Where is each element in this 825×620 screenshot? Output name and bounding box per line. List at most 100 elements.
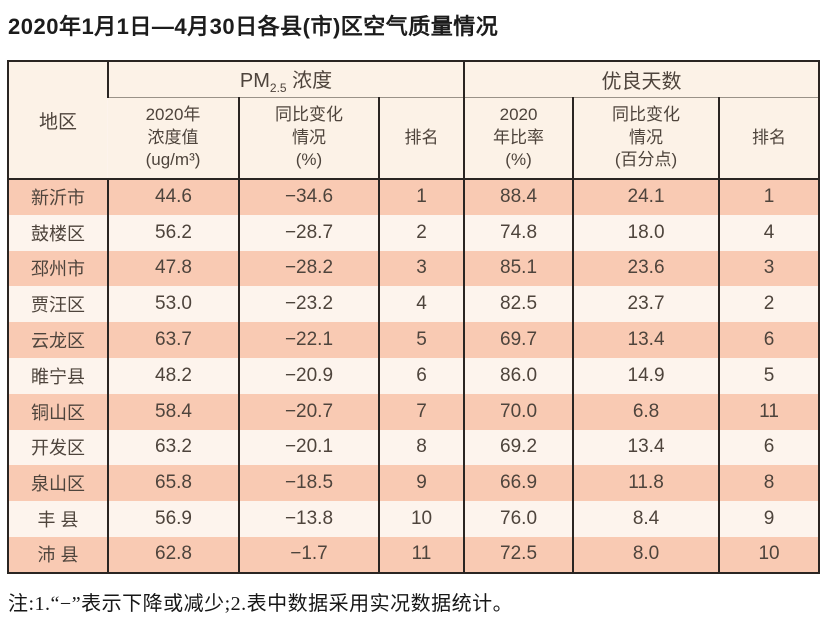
- cell-pm-change: −22.1: [238, 322, 379, 358]
- column-group-good-days: 优良天数: [463, 61, 820, 98]
- cell-pm-change: −34.6: [238, 179, 379, 215]
- cell-pm-rank: 11: [377, 536, 465, 573]
- cell-days-rate: 82.5: [463, 286, 574, 323]
- column-header-days-rate: 2020 年比率 (%): [463, 97, 574, 180]
- cell-days-rate: 72.5: [463, 536, 574, 573]
- cell-pm-change: −20.7: [238, 393, 379, 430]
- cell-days-change: 18.0: [572, 214, 720, 251]
- cell-days-rank: 6: [718, 429, 820, 466]
- cell-pm-rank: 3: [377, 250, 465, 287]
- cell-pm-change: −1.7: [238, 536, 379, 573]
- table-row: 睢宁县 48.2 −20.9 6 86.0 14.9 5: [8, 357, 820, 394]
- table-row: 新沂市 44.6 −34.6 1 88.4 24.1 1: [8, 179, 820, 215]
- cell-days-rate: 76.0: [463, 501, 574, 537]
- cell-pm-value: 56.2: [107, 214, 239, 251]
- cell-pm-change: −20.9: [238, 357, 379, 394]
- cell-days-change: 8.4: [572, 501, 720, 537]
- column-group-pm25: PM2.5 浓度: [106, 61, 465, 98]
- cell-region: 丰 县: [8, 501, 108, 537]
- table-row: 铜山区 58.4 −20.7 7 70.0 6.8 11: [8, 393, 820, 430]
- page-title: 2020年1月1日—4月30日各县(市)区空气质量情况: [8, 14, 499, 39]
- cell-region: 贾汪区: [8, 286, 108, 323]
- cell-region: 泉山区: [8, 465, 108, 502]
- table-row: 开发区 63.2 −20.1 8 69.2 13.4 6: [8, 429, 820, 466]
- cell-days-rank: 3: [718, 250, 820, 287]
- cell-days-rate: 88.4: [463, 179, 574, 215]
- cell-days-change: 13.4: [572, 429, 720, 466]
- cell-pm-rank: 5: [377, 322, 465, 358]
- column-header-pm-rank: 排名: [377, 97, 465, 180]
- table-row: 鼓楼区 56.2 −28.7 2 74.8 18.0 4: [8, 214, 820, 251]
- cell-pm-change: −20.1: [238, 429, 379, 466]
- cell-region: 睢宁县: [8, 357, 108, 394]
- column-header-pm-change: 同比变化 情况 (%): [238, 97, 379, 180]
- cell-pm-change: −18.5: [238, 465, 379, 502]
- cell-region: 邳州市: [8, 250, 108, 287]
- cell-days-rate: 66.9: [463, 465, 574, 502]
- cell-days-change: 6.8: [572, 393, 720, 430]
- cell-pm-value: 65.8: [107, 465, 239, 502]
- cell-days-change: 11.8: [572, 465, 720, 502]
- header-group-row: 地区 PM2.5 浓度 优良天数: [8, 61, 820, 180]
- cell-pm-value: 56.9: [107, 501, 239, 537]
- table-body: 新沂市 44.6 −34.6 1 88.4 24.1 1 鼓楼区 56.2 −2…: [8, 179, 820, 573]
- cell-pm-rank: 2: [377, 214, 465, 251]
- footnote: 注:1.“−”表示下降或减少;2.表中数据采用实况数据统计。: [8, 593, 514, 615]
- cell-pm-value: 48.2: [107, 357, 239, 394]
- cell-pm-rank: 9: [377, 465, 465, 502]
- cell-pm-change: −23.2: [238, 286, 379, 323]
- cell-pm-rank: 10: [377, 501, 465, 537]
- cell-region: 沛 县: [8, 536, 108, 573]
- cell-pm-rank: 6: [377, 357, 465, 394]
- header-sub-row: 2020年 浓度值 (ug/m³) 同比变化 情况 (%) 排名 2020 年比…: [8, 97, 820, 180]
- cell-days-rate: 74.8: [463, 214, 574, 251]
- cell-region: 鼓楼区: [8, 214, 108, 251]
- cell-days-rank: 8: [718, 465, 820, 502]
- cell-pm-value: 58.4: [107, 393, 239, 430]
- cell-days-rank: 6: [718, 322, 820, 358]
- cell-days-rate: 69.2: [463, 429, 574, 466]
- cell-region: 新沂市: [8, 179, 108, 215]
- column-header-days-change: 同比变化 情况 (百分点): [572, 97, 720, 180]
- cell-days-rank: 1: [718, 179, 820, 215]
- cell-pm-value: 47.8: [107, 250, 239, 287]
- table-header: 地区 PM2.5 浓度 优良天数 2020年 浓度值 (ug/m³) 同比变化 …: [8, 61, 820, 180]
- cell-region: 开发区: [8, 429, 108, 466]
- cell-days-rank: 11: [718, 393, 820, 430]
- pm25-label-subscript: 2.5: [269, 80, 287, 95]
- cell-days-change: 24.1: [572, 179, 720, 215]
- cell-pm-rank: 4: [377, 286, 465, 323]
- cell-pm-value: 62.8: [107, 536, 239, 573]
- cell-region: 云龙区: [8, 322, 108, 358]
- cell-pm-rank: 8: [377, 429, 465, 466]
- cell-pm-change: −28.7: [238, 214, 379, 251]
- table-row: 沛 县 62.8 −1.7 11 72.5 8.0 10: [8, 536, 820, 573]
- air-quality-table: 地区 PM2.5 浓度 优良天数 2020年 浓度值 (ug/m³) 同比变化 …: [7, 60, 821, 574]
- cell-days-rank: 10: [718, 536, 820, 573]
- table-row: 贾汪区 53.0 −23.2 4 82.5 23.7 2: [8, 286, 820, 323]
- column-header-region: 地区: [8, 61, 108, 180]
- cell-days-rank: 9: [718, 501, 820, 537]
- cell-days-rank: 2: [718, 286, 820, 323]
- cell-pm-value: 63.7: [107, 322, 239, 358]
- cell-days-change: 14.9: [572, 357, 720, 394]
- table-row: 泉山区 65.8 −18.5 9 66.9 11.8 8: [8, 465, 820, 502]
- table-row: 邳州市 47.8 −28.2 3 85.1 23.6 3: [8, 250, 820, 287]
- cell-days-rank: 4: [718, 214, 820, 251]
- cell-days-change: 23.7: [572, 286, 720, 323]
- pm25-label-prefix: PM: [239, 69, 270, 92]
- column-header-pm-value: 2020年 浓度值 (ug/m³): [108, 97, 239, 180]
- cell-days-change: 23.6: [572, 250, 720, 287]
- table-row: 云龙区 63.7 −22.1 5 69.7 13.4 6: [8, 322, 820, 358]
- cell-days-rate: 85.1: [463, 250, 574, 287]
- cell-region: 铜山区: [8, 393, 108, 430]
- pm25-label-suffix: 浓度: [286, 69, 333, 92]
- cell-days-rate: 70.0: [463, 393, 574, 430]
- cell-pm-change: −28.2: [238, 250, 379, 287]
- cell-pm-value: 63.2: [107, 429, 239, 466]
- cell-days-change: 13.4: [572, 322, 720, 358]
- table-row: 丰 县 56.9 −13.8 10 76.0 8.4 9: [8, 501, 820, 537]
- cell-pm-rank: 1: [377, 179, 465, 215]
- cell-pm-rank: 7: [377, 393, 465, 430]
